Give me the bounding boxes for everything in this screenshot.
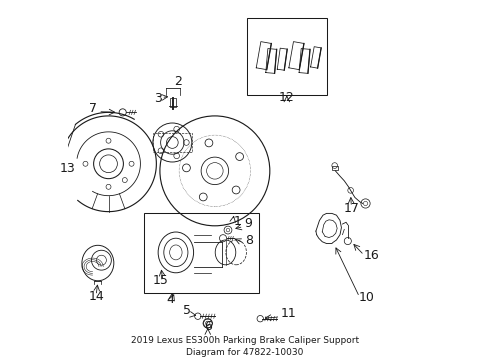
Text: 5: 5 (183, 305, 191, 318)
Text: 2019 Lexus ES300h Parking Brake Caliper Support
Diagram for 47822-10030: 2019 Lexus ES300h Parking Brake Caliper … (131, 336, 359, 357)
Text: 8: 8 (245, 234, 253, 247)
Text: 4: 4 (167, 293, 174, 306)
Text: 1: 1 (234, 215, 242, 228)
Text: 15: 15 (153, 274, 169, 287)
Bar (170, 98, 176, 107)
Text: 16: 16 (364, 249, 380, 262)
Text: 6: 6 (204, 320, 212, 333)
Text: 12: 12 (279, 91, 294, 104)
Text: 13: 13 (60, 162, 75, 175)
Bar (153, 133, 192, 152)
Bar (332, 166, 338, 170)
Text: 11: 11 (280, 307, 296, 320)
Text: 7: 7 (89, 102, 97, 114)
Text: 17: 17 (343, 202, 359, 215)
Text: 14: 14 (88, 290, 104, 303)
Text: 2: 2 (173, 75, 182, 88)
Text: 9: 9 (245, 217, 252, 230)
Text: 10: 10 (359, 291, 374, 304)
Text: 3: 3 (154, 92, 162, 105)
Bar (144, 213, 259, 293)
Bar (247, 18, 326, 95)
